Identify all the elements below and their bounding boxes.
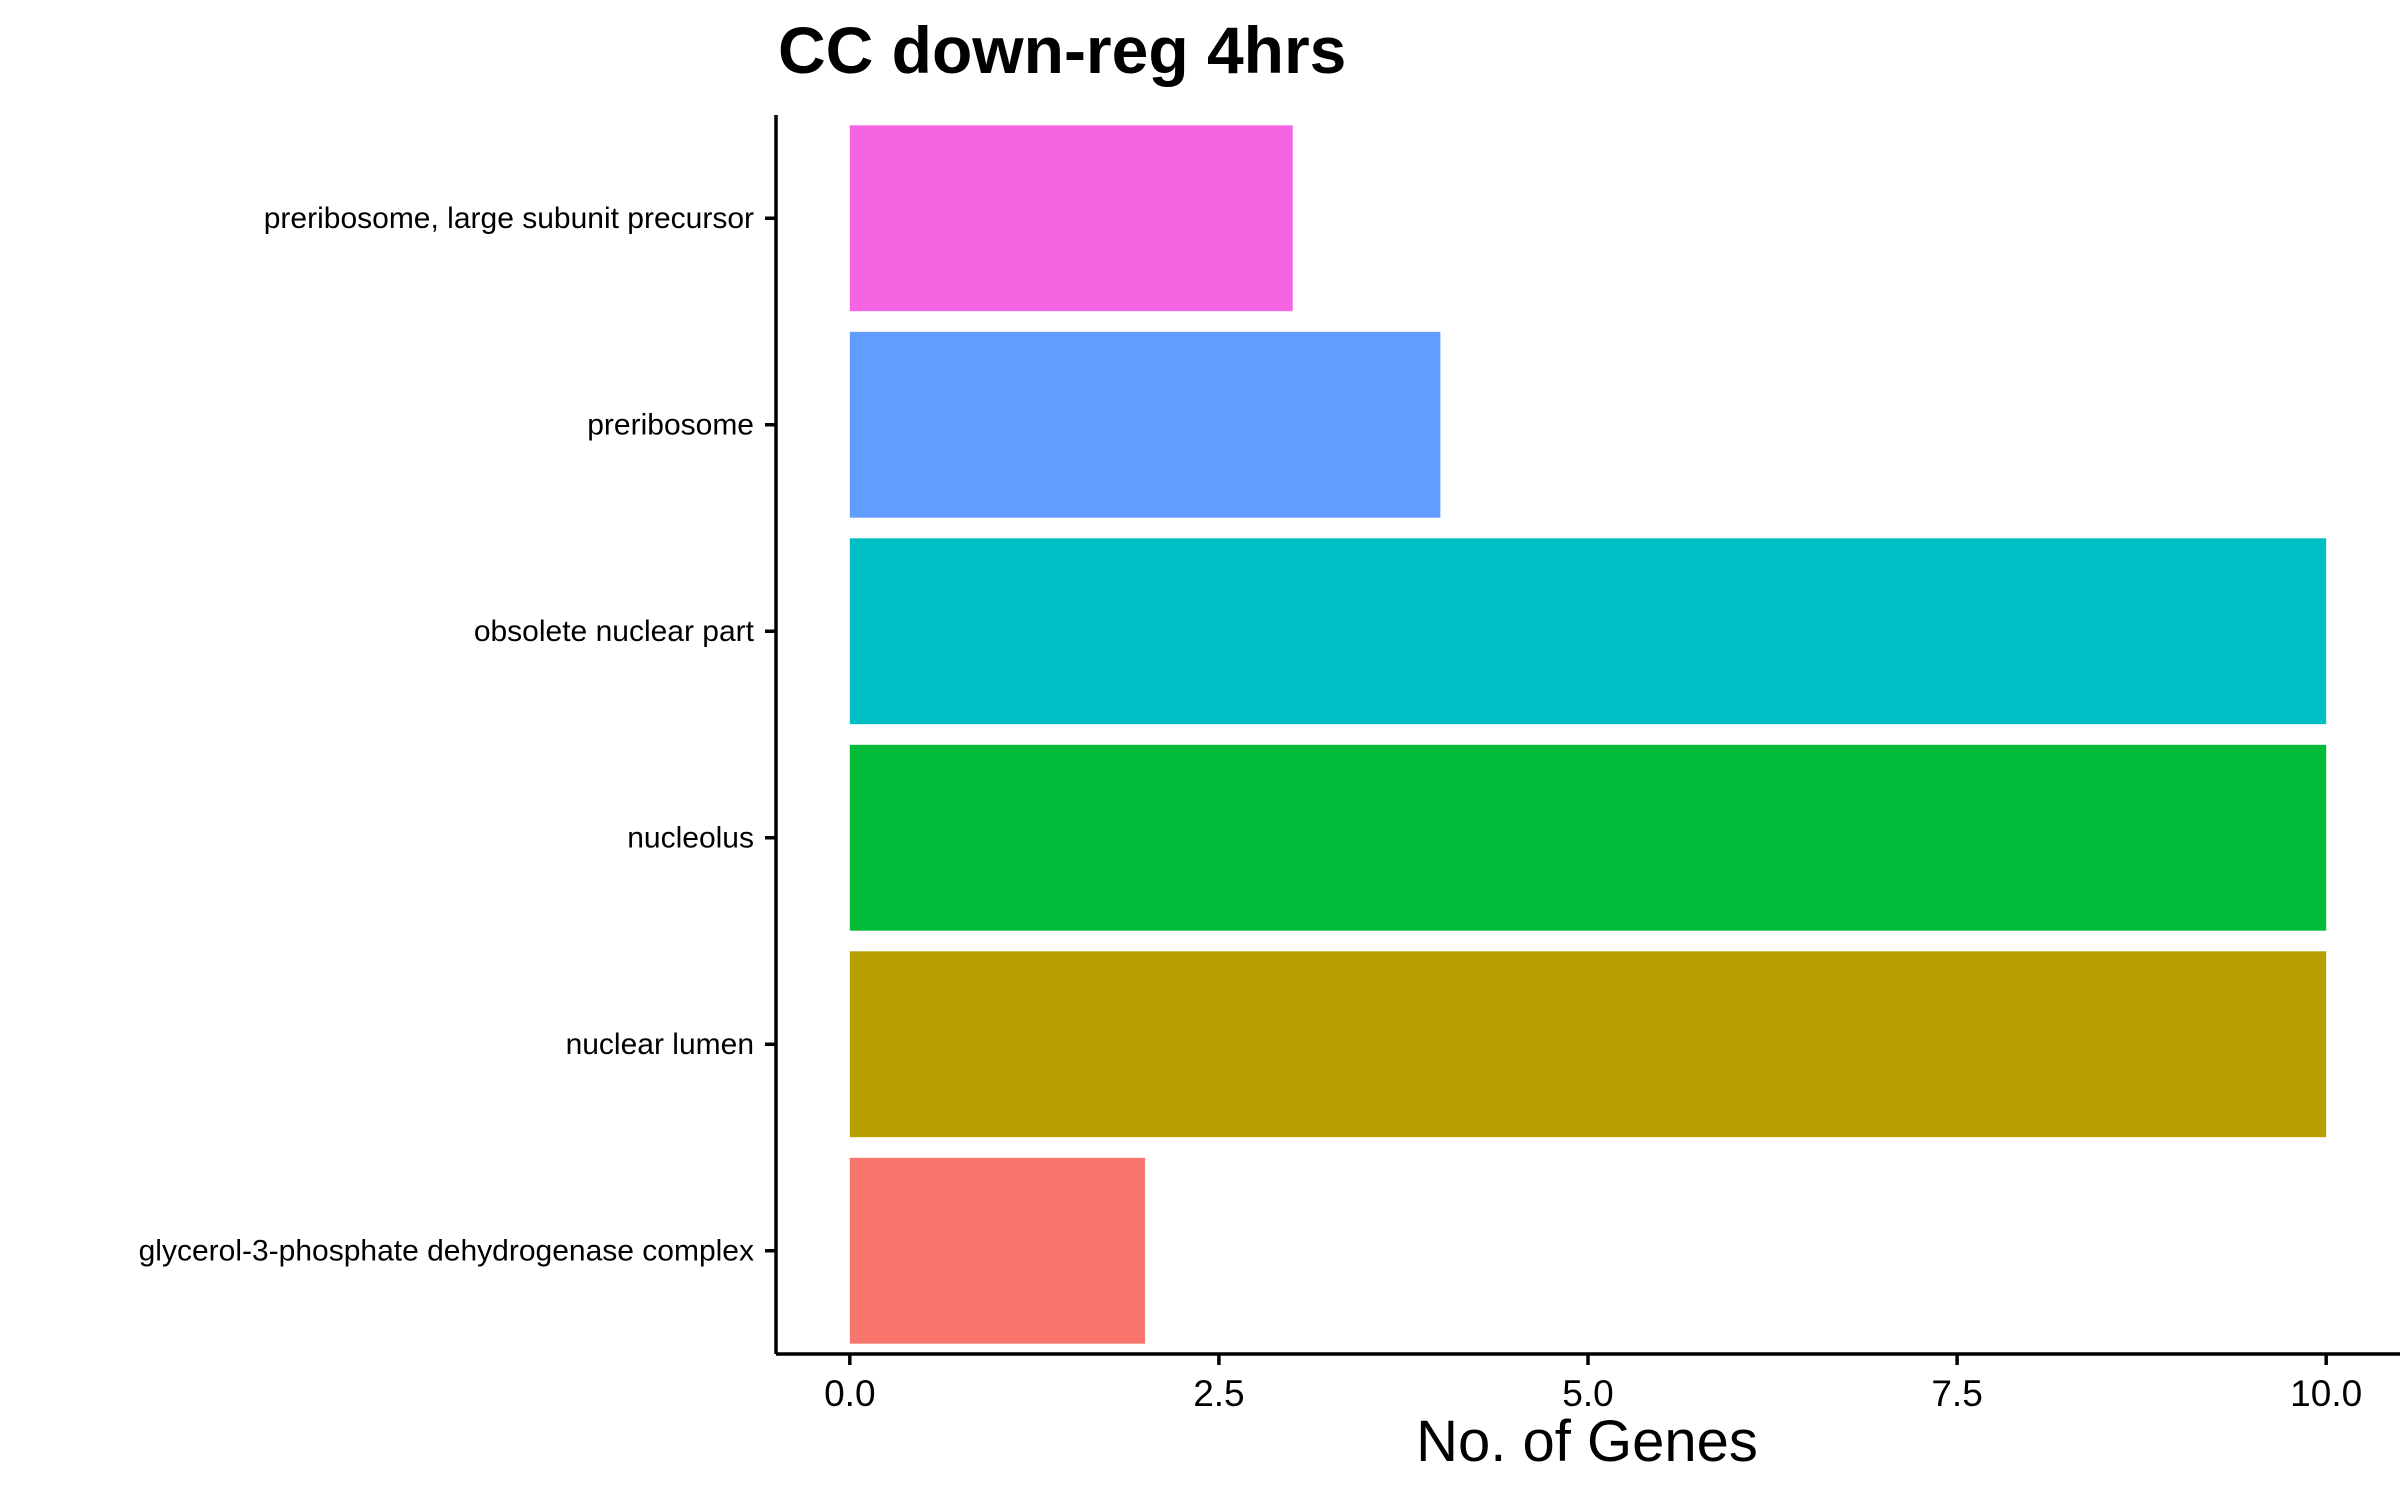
x-tick-label: 10.0 — [2290, 1373, 2362, 1414]
x-tick-label: 7.5 — [1931, 1373, 1982, 1414]
x-tick-label: 2.5 — [1193, 1373, 1244, 1414]
x-axis-ticks: 0.0 2.5 5.0 7.5 10.0 — [824, 1354, 2362, 1414]
bars-layer — [849, 125, 2327, 1344]
bar — [849, 538, 2327, 725]
x-axis-title: No. of Genes — [1416, 1409, 1758, 1474]
y-tick-label: preribosome, large subunit precursor — [264, 202, 754, 235]
x-tick-label: 5.0 — [1562, 1373, 1613, 1414]
x-tick-label: 0.0 — [824, 1373, 875, 1414]
y-tick-label: nuclear lumen — [566, 1028, 754, 1061]
chart-title: CC down-reg 4hrs — [778, 13, 1347, 87]
bar — [849, 951, 2327, 1138]
bar — [849, 125, 1293, 312]
y-axis-ticks: glycerol-3-phosphate dehydrogenase compl… — [139, 202, 776, 1267]
y-tick-label: nucleolus — [627, 821, 754, 854]
bar — [849, 744, 2327, 931]
bar — [849, 331, 1441, 518]
y-tick-label: glycerol-3-phosphate dehydrogenase compl… — [139, 1234, 754, 1267]
bar — [849, 1157, 1146, 1344]
y-tick-label: preribosome — [587, 408, 754, 441]
y-tick-label: obsolete nuclear part — [474, 615, 755, 648]
